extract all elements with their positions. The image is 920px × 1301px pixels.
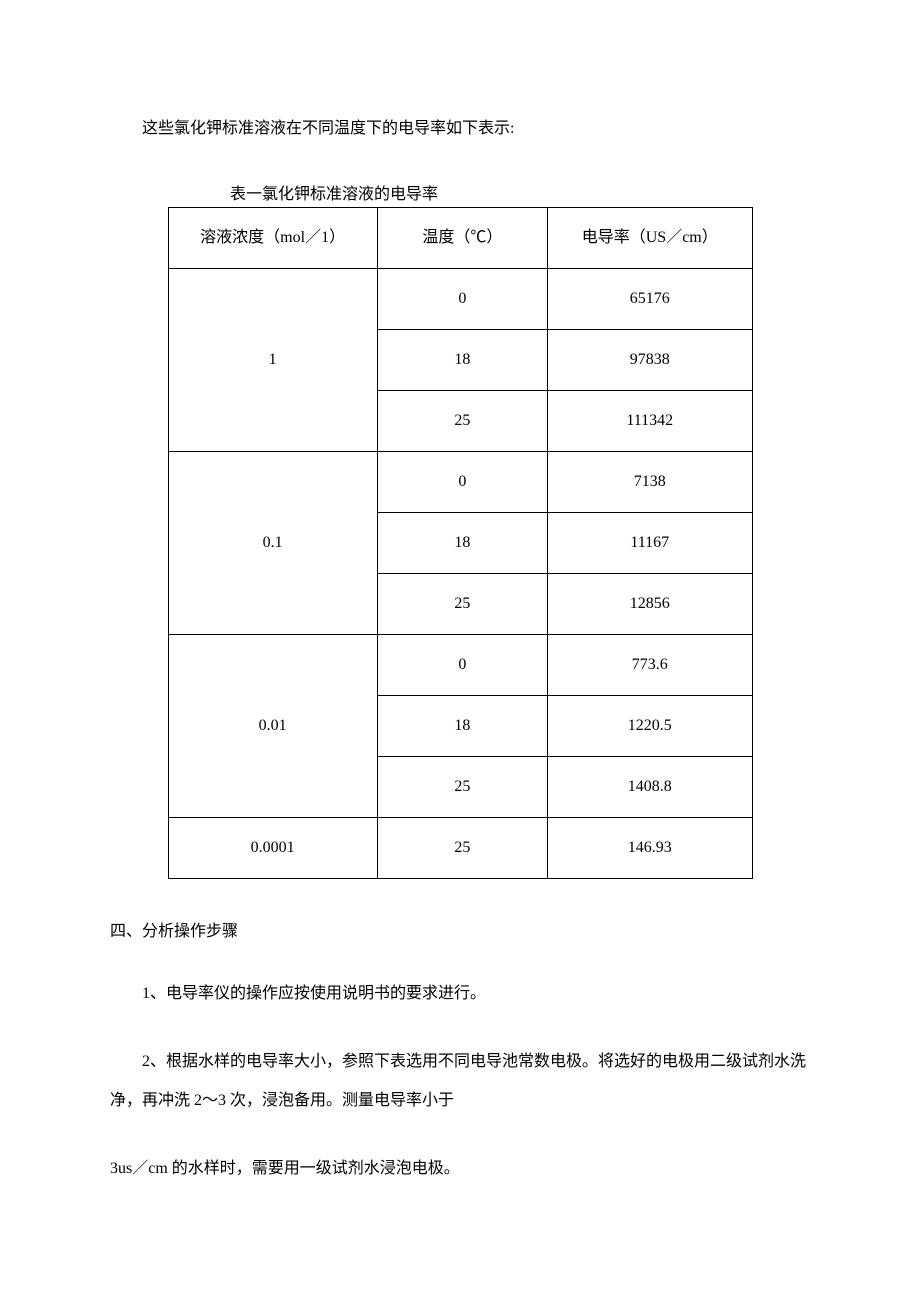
cell-temperature: 0 (377, 635, 547, 696)
cell-concentration: 0.1 (168, 452, 377, 635)
table-row: 0.0001 25 146.93 (168, 818, 752, 879)
cell-temperature: 18 (377, 513, 547, 574)
cell-conductivity: 7138 (548, 452, 752, 513)
cell-conductivity: 146.93 (548, 818, 752, 879)
table-row: 0.1 0 7138 (168, 452, 752, 513)
cell-conductivity: 1408.8 (548, 757, 752, 818)
table-row: 0.01 0 773.6 (168, 635, 752, 696)
cell-temperature: 25 (377, 574, 547, 635)
conductivity-table: 溶液浓度（mol／1） 温度（℃） 电导率（US／cm） 1 0 65176 1… (168, 207, 753, 879)
cell-temperature: 25 (377, 391, 547, 452)
cell-temperature: 18 (377, 330, 547, 391)
col-header-conductivity: 电导率（US／cm） (548, 208, 752, 269)
step-2-continuation: 3us／cm 的水样时，需要用一级试剂水浸泡电极。 (110, 1150, 810, 1188)
cell-conductivity: 97838 (548, 330, 752, 391)
table-caption: 表一氯化钾标准溶液的电导率 (230, 182, 810, 208)
cell-temperature: 0 (377, 269, 547, 330)
cell-concentration: 1 (168, 269, 377, 452)
col-header-temperature: 温度（℃） (377, 208, 547, 269)
document-page: 这些氯化钾标准溶液在不同温度下的电导率如下表示: 表一氯化钾标准溶液的电导率 溶… (0, 0, 920, 1298)
table-header-row: 溶液浓度（mol／1） 温度（℃） 电导率（US／cm） (168, 208, 752, 269)
cell-temperature: 25 (377, 757, 547, 818)
table-row: 1 0 65176 (168, 269, 752, 330)
intro-paragraph: 这些氯化钾标准溶液在不同温度下的电导率如下表示: (110, 116, 810, 142)
cell-temperature: 18 (377, 696, 547, 757)
step-2-paragraph: 2、根据水样的电导率大小，参照下表选用不同电导池常数电极。将选好的电极用二级试剂… (110, 1043, 810, 1120)
cell-concentration: 0.0001 (168, 818, 377, 879)
cell-conductivity: 65176 (548, 269, 752, 330)
cell-conductivity: 12856 (548, 574, 752, 635)
cell-conductivity: 111342 (548, 391, 752, 452)
table-body: 1 0 65176 18 97838 25 111342 0.1 0 7138 … (168, 269, 752, 879)
cell-temperature: 25 (377, 818, 547, 879)
cell-temperature: 0 (377, 452, 547, 513)
col-header-concentration: 溶液浓度（mol／1） (168, 208, 377, 269)
section-4-heading: 四、分析操作步骤 (110, 919, 810, 945)
step-1-paragraph: 1、电导率仪的操作应按使用说明书的要求进行。 (110, 975, 810, 1013)
cell-conductivity: 773.6 (548, 635, 752, 696)
cell-conductivity: 11167 (548, 513, 752, 574)
cell-concentration: 0.01 (168, 635, 377, 818)
cell-conductivity: 1220.5 (548, 696, 752, 757)
